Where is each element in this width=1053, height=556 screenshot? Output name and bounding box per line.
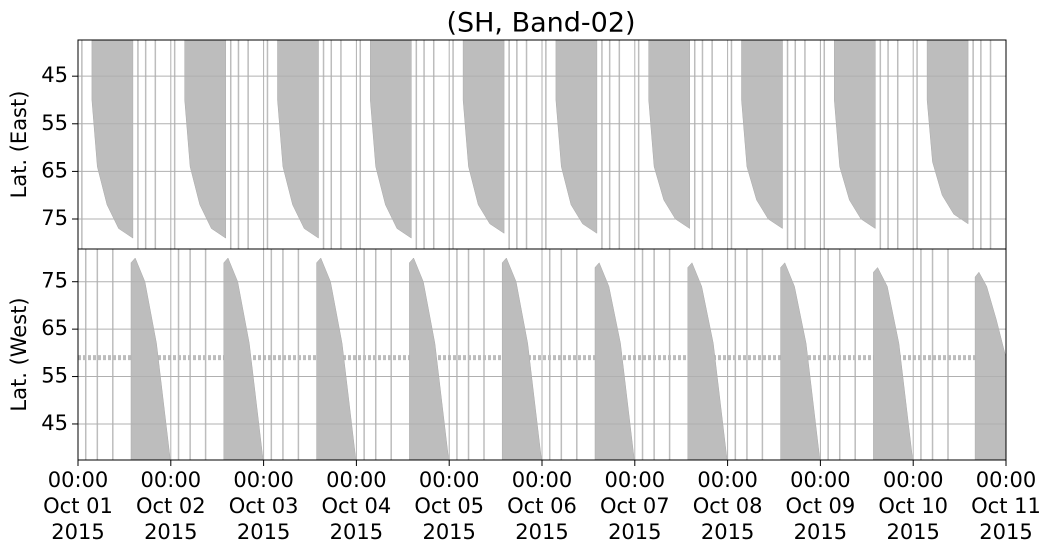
x-tick-label: 00:00 Oct 09 2015 bbox=[785, 468, 856, 544]
swath-area bbox=[834, 40, 876, 229]
y-tick-label: 45 bbox=[41, 63, 68, 87]
x-tick-label: 00:00 Oct 05 2015 bbox=[414, 468, 485, 544]
chart-title: (SH, Band-02) bbox=[446, 8, 635, 39]
y-tick-label: 75 bbox=[41, 206, 68, 230]
x-tick-label: 00:00 Oct 01 2015 bbox=[43, 468, 113, 544]
y-tick-label: 55 bbox=[41, 364, 68, 388]
swath-area bbox=[277, 40, 319, 239]
swath-area bbox=[223, 257, 264, 460]
y-tick-label: 75 bbox=[41, 269, 68, 293]
swath-area bbox=[409, 257, 449, 460]
y-axis-label: Lat. (West) bbox=[7, 297, 31, 411]
swath-area bbox=[184, 40, 226, 239]
swath-area bbox=[594, 262, 635, 460]
swath-area bbox=[780, 262, 820, 460]
y-tick-label: 65 bbox=[41, 158, 68, 182]
y-tick-label: 45 bbox=[41, 411, 68, 435]
x-tick-label: 00:00 Oct 06 2015 bbox=[507, 468, 577, 544]
x-tick-label: 00:00 Oct 03 2015 bbox=[228, 468, 299, 544]
y-tick-label: 55 bbox=[41, 111, 68, 135]
x-tick-label: 00:00 Oct 08 2015 bbox=[692, 468, 763, 544]
swath-area bbox=[687, 262, 728, 460]
swath-area bbox=[370, 40, 412, 239]
swath-area bbox=[648, 40, 690, 229]
x-tick-label: 00:00 Oct 11 2015 bbox=[971, 468, 1041, 544]
x-tick-label: 00:00 Oct 10 2015 bbox=[878, 468, 949, 544]
swath-area bbox=[462, 40, 505, 234]
y-axis-label: Lat. (East) bbox=[7, 91, 31, 199]
x-tick-label: 00:00 Oct 04 2015 bbox=[321, 468, 392, 544]
swath-area bbox=[926, 40, 969, 225]
swath-area bbox=[873, 267, 913, 460]
swath-area bbox=[974, 271, 1006, 460]
x-tick-label: 00:00 Oct 02 2015 bbox=[135, 468, 206, 544]
swath-area bbox=[741, 40, 783, 229]
y-tick-label: 65 bbox=[41, 316, 68, 340]
swath-area bbox=[555, 40, 598, 234]
swath-area bbox=[91, 40, 134, 239]
x-tick-label: 00:00 Oct 07 2015 bbox=[599, 468, 670, 544]
